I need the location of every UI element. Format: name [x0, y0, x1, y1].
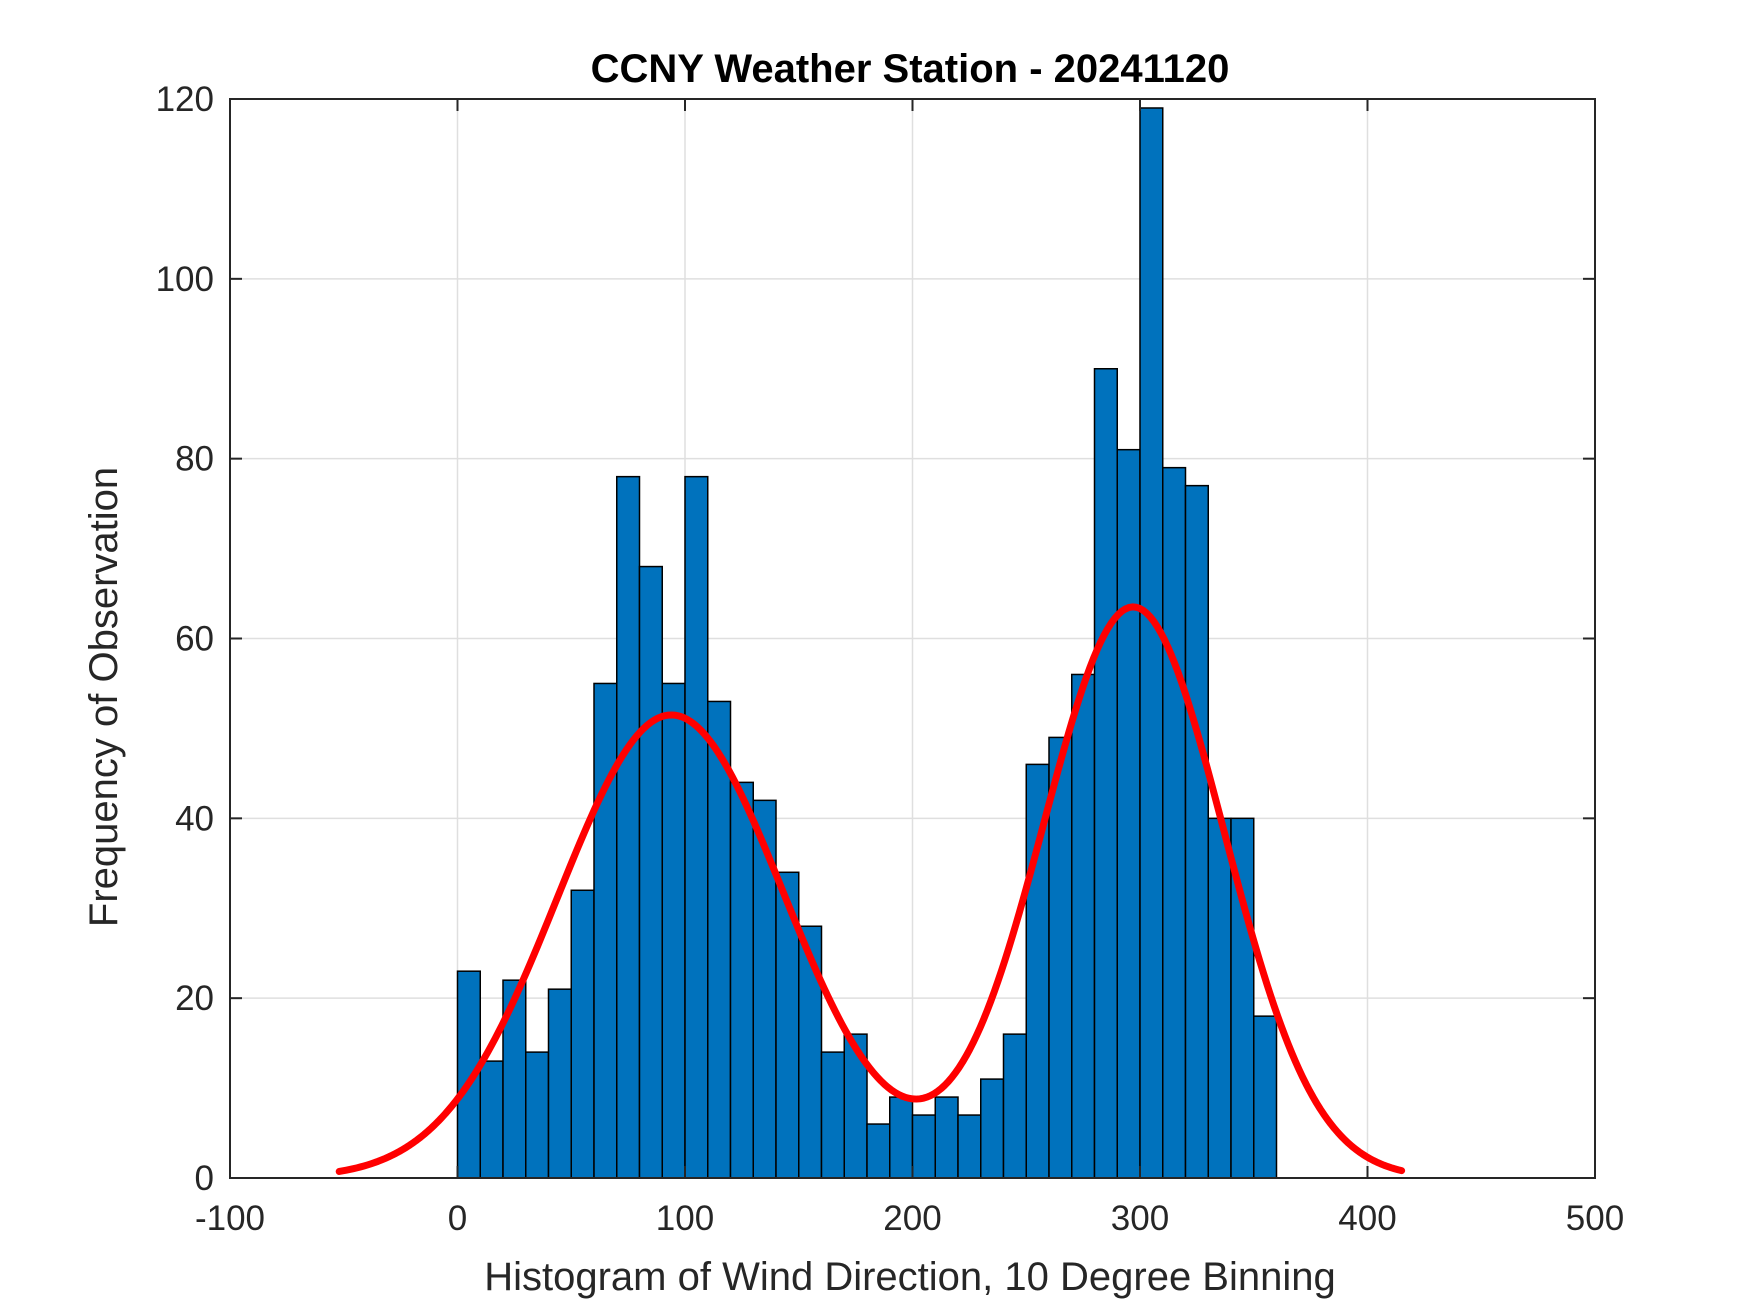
x-tick-label: 300	[1111, 1199, 1169, 1238]
chart-title: CCNY Weather Station - 20241120	[591, 47, 1230, 91]
histogram-bar	[820, 1051, 845, 1179]
histogram-bar	[1116, 448, 1141, 1179]
histogram-bar	[638, 565, 663, 1179]
y-tick-label: 100	[156, 260, 214, 299]
x-tick-label: 500	[1566, 1199, 1624, 1238]
x-tick-label: 200	[883, 1199, 941, 1238]
y-tick-label: 40	[175, 799, 214, 838]
x-axis-label: Histogram of Wind Direction, 10 Degree B…	[484, 1255, 1336, 1299]
histogram-bar	[1253, 1015, 1278, 1179]
axes-frame	[229, 98, 1596, 1179]
histogram-bar	[889, 1096, 914, 1179]
histogram-bar	[1002, 1033, 1027, 1179]
x-tick-label: 100	[656, 1199, 714, 1238]
histogram-bar	[1162, 466, 1187, 1179]
histogram-bar	[593, 682, 618, 1179]
y-axis-label: Frequency of Observation	[82, 467, 126, 927]
histogram-bar	[729, 781, 754, 1179]
histogram-bar	[616, 475, 641, 1179]
x-tick-label: 0	[448, 1199, 467, 1238]
fit-curve-line	[335, 603, 1406, 1175]
y-tick-label: 120	[156, 80, 214, 119]
histogram-bar	[547, 988, 572, 1179]
y-tick-label: 20	[175, 979, 214, 1018]
histogram-bar	[934, 1096, 959, 1179]
histogram-bar	[911, 1114, 936, 1179]
histogram-bar	[1093, 368, 1118, 1179]
y-tick-label: 0	[195, 1159, 214, 1198]
y-tick-label: 80	[175, 440, 214, 479]
histogram-bar	[866, 1123, 891, 1179]
histogram-bar	[957, 1114, 982, 1179]
histogram-bar	[661, 682, 686, 1179]
histogram-bar	[1139, 107, 1164, 1179]
histogram-bar	[684, 475, 709, 1179]
x-tick-label: -100	[195, 1199, 265, 1238]
fit-curve-layer	[335, 603, 1406, 1175]
histogram-bar	[1207, 817, 1232, 1179]
histogram-bar	[1071, 673, 1096, 1179]
histogram-bar	[1184, 484, 1209, 1179]
histogram-bar	[479, 1060, 504, 1179]
histogram-bar	[525, 1051, 550, 1179]
y-tick-label: 60	[175, 620, 214, 659]
x-tick-label: 400	[1338, 1199, 1396, 1238]
histogram-bar	[980, 1078, 1005, 1179]
histogram-bar	[570, 889, 595, 1179]
